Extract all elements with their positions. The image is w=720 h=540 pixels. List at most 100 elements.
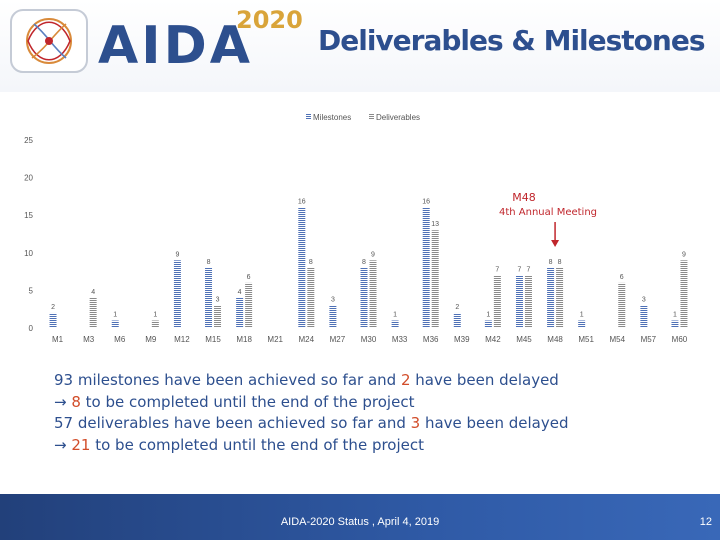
bar-milestones bbox=[329, 305, 337, 328]
x-tick-label: M48 bbox=[547, 335, 563, 344]
bar-milestones bbox=[236, 297, 244, 328]
x-tick-label: M1 bbox=[52, 335, 64, 344]
data-label: 1 bbox=[673, 311, 677, 318]
particle-tracks-icon bbox=[10, 9, 88, 73]
page-number: 12 bbox=[699, 516, 712, 528]
data-label: 4 bbox=[91, 289, 95, 296]
summary-text-part: to be completed until the end of the pro… bbox=[90, 435, 424, 454]
header-band bbox=[0, 0, 720, 92]
bar-milestones bbox=[640, 305, 648, 328]
bar-milestones bbox=[422, 207, 430, 328]
bar-deliverables bbox=[680, 260, 688, 328]
x-tick-label: M24 bbox=[299, 335, 315, 344]
aida-logo: AIDA 2020 bbox=[8, 6, 308, 76]
bar-deliverables bbox=[556, 267, 564, 328]
bar-deliverables bbox=[493, 275, 501, 328]
bar-deliverables bbox=[245, 282, 253, 328]
bar-milestones bbox=[515, 275, 523, 328]
bar-deliverables bbox=[151, 320, 159, 328]
data-label: 2 bbox=[51, 304, 55, 311]
data-label: 1 bbox=[580, 311, 584, 318]
x-tick-label: M36 bbox=[423, 335, 439, 344]
legend-swatch-milestones bbox=[306, 114, 311, 120]
data-label: 1 bbox=[393, 311, 397, 318]
x-tick-label: M42 bbox=[485, 335, 501, 344]
bar-milestones bbox=[547, 267, 555, 328]
x-tick-label: M18 bbox=[236, 335, 252, 344]
x-tick-label: M45 bbox=[516, 335, 532, 344]
data-label: 8 bbox=[549, 259, 553, 266]
milestones-deliverables-chart: 0 5 10 15 20 25 Milestones Deliverables 2 M1 4 M3 1 M… bbox=[24, 113, 688, 344]
bar-milestones bbox=[49, 312, 57, 328]
x-tick-label: M12 bbox=[174, 335, 190, 344]
data-label: 4 bbox=[238, 289, 242, 296]
data-label: 2 bbox=[455, 304, 459, 311]
x-tick-label: M6 bbox=[114, 335, 126, 344]
data-label: 8 bbox=[207, 259, 211, 266]
bar-milestones bbox=[173, 260, 181, 328]
y-tick-label: 20 bbox=[24, 174, 33, 183]
x-tick-label: M51 bbox=[578, 335, 594, 344]
bar-milestones bbox=[453, 312, 461, 328]
data-label: 7 bbox=[495, 266, 499, 273]
data-label: 16 bbox=[298, 199, 306, 206]
x-tick-label: M21 bbox=[267, 335, 283, 344]
legend-label-milestones: Milestones bbox=[313, 113, 351, 122]
data-label: 7 bbox=[518, 266, 522, 273]
data-label: 7 bbox=[527, 266, 531, 273]
annotation-arrow-head bbox=[551, 240, 560, 247]
summary-text-part: 57 deliverables have been achieved so fa… bbox=[54, 414, 411, 432]
summary-text: 93 milestones have been achieved so far … bbox=[54, 370, 569, 456]
x-tick-label: M33 bbox=[392, 335, 408, 344]
data-label: 9 bbox=[175, 251, 179, 258]
annotation-subtitle: 4th Annual Meeting bbox=[499, 207, 597, 218]
bar-milestones bbox=[205, 267, 213, 328]
right-arrow-icon: → bbox=[54, 435, 67, 454]
logo-name: AIDA bbox=[98, 16, 253, 76]
legend-label-deliverables: Deliverables bbox=[376, 113, 420, 122]
milestones-delayed-count: 2 bbox=[400, 371, 411, 389]
data-label: 1 bbox=[153, 311, 157, 318]
x-tick-label: M3 bbox=[83, 335, 95, 344]
data-label: 8 bbox=[558, 259, 562, 266]
summary-row-milestones: 93 milestones have been achieved so far … bbox=[54, 370, 569, 392]
bar-deliverables bbox=[618, 282, 626, 328]
data-label: 13 bbox=[431, 221, 439, 228]
data-label: 1 bbox=[113, 311, 117, 318]
data-label: 6 bbox=[247, 274, 251, 281]
bar-deliverables bbox=[524, 275, 532, 328]
milestones-remaining-count: 8 bbox=[71, 392, 81, 411]
data-label: 1 bbox=[486, 311, 490, 318]
x-tick-label: M60 bbox=[672, 335, 688, 344]
x-tick-label: M30 bbox=[361, 335, 377, 344]
deliverables-remaining-count: 21 bbox=[71, 435, 91, 454]
deliverables-delayed-count: 3 bbox=[410, 414, 421, 432]
x-tick-label: M27 bbox=[330, 335, 346, 344]
y-tick-label: 10 bbox=[24, 249, 33, 258]
bar-milestones bbox=[391, 320, 399, 328]
data-label: 8 bbox=[362, 259, 366, 266]
right-arrow-icon: → bbox=[54, 392, 67, 411]
bar-deliverables bbox=[89, 297, 97, 328]
bar-deliverables bbox=[431, 230, 439, 328]
page-title: Deliverables & Milestones bbox=[318, 24, 706, 57]
logo-year: 2020 bbox=[236, 6, 303, 34]
x-tick-label: M15 bbox=[205, 335, 221, 344]
data-label: 9 bbox=[682, 251, 686, 258]
summary-row-deliverables-remaining: → 21 to be completed until the end of th… bbox=[54, 435, 569, 457]
annotation-title: M48 bbox=[512, 191, 536, 204]
summary-text-part: 93 milestones have been achieved so far … bbox=[54, 371, 401, 389]
data-label: 9 bbox=[371, 251, 375, 258]
data-label: 3 bbox=[331, 296, 335, 303]
y-tick-label: 15 bbox=[24, 211, 33, 220]
bar-deliverables bbox=[214, 305, 222, 328]
data-label: 6 bbox=[620, 274, 624, 281]
y-tick-label: 0 bbox=[29, 324, 34, 333]
x-tick-label: M39 bbox=[454, 335, 470, 344]
bar-milestones bbox=[298, 207, 306, 328]
data-label: 3 bbox=[642, 296, 646, 303]
legend-swatch-deliverables bbox=[369, 114, 374, 120]
bar-milestones bbox=[484, 320, 492, 328]
data-label: 8 bbox=[309, 259, 313, 266]
bar-milestones bbox=[111, 320, 119, 328]
